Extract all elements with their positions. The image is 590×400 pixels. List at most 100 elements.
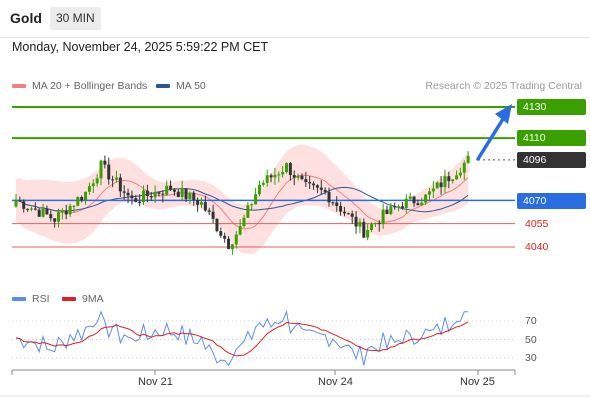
candle-body — [273, 174, 277, 178]
candle-body — [72, 205, 76, 207]
legend-9ma-label: 9MA — [82, 293, 104, 305]
candle-body — [234, 234, 238, 245]
candle-body — [447, 176, 451, 182]
candle-body — [76, 197, 80, 206]
candle-body — [122, 191, 126, 193]
level-label-4096: 4096 — [517, 152, 586, 168]
candle-body — [111, 179, 115, 181]
x-label-nov25: Nov 25 — [460, 376, 495, 388]
candle-body — [350, 213, 354, 217]
candle-body — [346, 213, 350, 215]
candle-body — [304, 179, 308, 183]
candle-body — [215, 218, 219, 232]
level-label-4055: 4055 — [525, 218, 549, 230]
candle-body — [370, 224, 374, 231]
candle-body — [400, 206, 404, 209]
candle-body — [246, 205, 250, 218]
rsi-ma9-line — [15, 321, 469, 357]
ma20-line — [15, 174, 469, 230]
candle-body — [91, 183, 95, 187]
forecast-arrow — [476, 104, 512, 161]
candle-body — [335, 202, 339, 206]
candle-body — [142, 190, 146, 202]
candle-body — [126, 192, 130, 196]
candle-body — [60, 210, 64, 213]
rsi-swatch — [12, 297, 26, 301]
candle-body — [22, 201, 26, 209]
candle-body — [95, 178, 99, 184]
candle-body — [254, 194, 258, 205]
candle-body — [354, 216, 358, 227]
candle-body — [103, 160, 107, 165]
legend-rsi: RSI — [12, 293, 50, 305]
candle-body — [29, 208, 33, 210]
legend-ma50-label: MA 50 — [176, 80, 206, 92]
candle-body — [99, 160, 103, 179]
candle-body — [408, 196, 412, 199]
level-label-4110: 4110 — [517, 130, 586, 146]
candle-body — [431, 188, 435, 192]
candlesticks — [14, 151, 470, 255]
candle-body — [373, 222, 377, 225]
candle-body — [203, 202, 207, 211]
candle-body — [207, 210, 211, 212]
arrow-shaft — [476, 117, 505, 161]
candle-body — [377, 222, 381, 225]
candle-body — [319, 187, 323, 190]
timeframe-button[interactable]: 30 MIN — [50, 7, 101, 30]
chart-header: Gold 30 MIN — [0, 0, 590, 38]
candle-body — [130, 195, 134, 199]
candle-body — [134, 198, 138, 202]
candle-body — [269, 175, 273, 178]
candle-body — [393, 206, 397, 208]
candle-body — [41, 208, 45, 217]
candle-body — [242, 217, 246, 227]
candle-body — [416, 203, 420, 206]
arrow-head — [495, 104, 512, 124]
candle-body — [18, 200, 22, 202]
candle-body — [223, 235, 227, 239]
candle-body — [192, 192, 196, 200]
legend-ma50: MA 50 — [156, 80, 206, 92]
candle-body — [114, 177, 118, 180]
ma50-line — [15, 186, 469, 213]
candle-body — [362, 221, 366, 238]
legend-ma20-label: MA 20 + Bollinger Bands — [32, 80, 148, 92]
candle-body — [312, 183, 316, 186]
candle-body — [68, 205, 72, 215]
candle-body — [165, 185, 169, 195]
bollinger-band-area — [16, 144, 469, 255]
x-label-nov21: Nov 21 — [138, 376, 173, 388]
candle-body — [300, 175, 304, 180]
candle-body — [199, 202, 203, 205]
candle-body — [288, 163, 292, 176]
candle-body — [420, 202, 424, 206]
candle-body — [84, 191, 88, 201]
rsi-tick-70: 70 — [525, 315, 537, 327]
level-label-4070: 4070 — [517, 193, 586, 209]
rsi-panel — [12, 309, 515, 367]
candle-body — [439, 182, 443, 188]
candle-body — [285, 163, 289, 173]
candle-body — [230, 244, 234, 249]
candle-body — [296, 175, 300, 178]
ma20-swatch — [12, 84, 26, 88]
candle-body — [37, 209, 41, 217]
candle-body — [366, 230, 370, 238]
candle-body — [451, 179, 455, 182]
candle-body — [45, 208, 49, 215]
candle-body — [87, 186, 91, 192]
candle-body — [397, 206, 401, 208]
legend-ma20: MA 20 + Bollinger Bands — [12, 80, 147, 92]
rsi-line — [15, 309, 469, 367]
candle-body — [358, 221, 362, 227]
candle-body — [53, 218, 57, 222]
x-label-nov24: Nov 24 — [318, 376, 353, 388]
candle-body — [219, 231, 223, 236]
candle-body — [257, 184, 261, 195]
candle-body — [107, 164, 111, 180]
bollinger-bands — [15, 144, 469, 255]
candle-body — [211, 211, 215, 219]
candle-body — [180, 188, 184, 198]
candle-body — [462, 162, 466, 173]
